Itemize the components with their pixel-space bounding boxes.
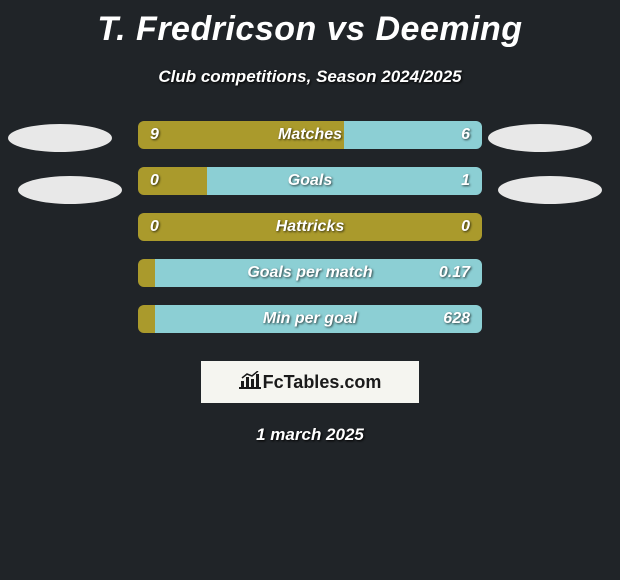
- date-label: 1 march 2025: [0, 425, 620, 445]
- bar-right: [155, 259, 482, 287]
- bar-right: [207, 167, 482, 195]
- stat-row: Goals per match0.17: [0, 259, 620, 287]
- bar-track: [138, 121, 482, 149]
- page-title: T. Fredricson vs Deeming: [0, 0, 620, 49]
- placeholder-ellipse: [498, 176, 602, 204]
- placeholder-ellipse: [18, 176, 122, 204]
- bar-left: [138, 259, 155, 287]
- placeholder-ellipse: [488, 124, 592, 152]
- brand-chart-icon: [239, 371, 261, 394]
- placeholder-ellipse: [8, 124, 112, 152]
- bar-track: [138, 167, 482, 195]
- bar-left: [138, 167, 207, 195]
- bar-left: [138, 213, 482, 241]
- brand-label: FcTables.com: [263, 372, 382, 393]
- brand-box: FcTables.com: [201, 361, 419, 403]
- stat-row: Min per goal628: [0, 305, 620, 333]
- bar-track: [138, 213, 482, 241]
- bar-track: [138, 259, 482, 287]
- bar-right: [155, 305, 482, 333]
- bar-left: [138, 305, 155, 333]
- bar-track: [138, 305, 482, 333]
- stat-row: Hattricks00: [0, 213, 620, 241]
- comparison-chart: Matches96Goals01Hattricks00Goals per mat…: [0, 121, 620, 333]
- bar-right: [344, 121, 482, 149]
- page-subtitle: Club competitions, Season 2024/2025: [0, 67, 620, 87]
- bar-left: [138, 121, 344, 149]
